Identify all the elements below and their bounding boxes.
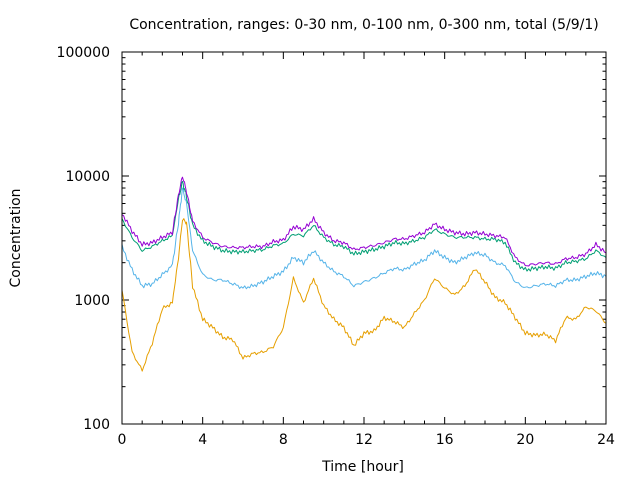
- y-tick-label: 100000: [57, 45, 110, 61]
- x-axis-label: Time [hour]: [321, 459, 404, 475]
- x-tick-label: 4: [198, 432, 207, 448]
- x-tick-label: 12: [355, 432, 373, 448]
- y-tick-label: 10000: [65, 169, 110, 185]
- axes: 0 4 8 12 16 20 24 100 1000 10000 100000: [57, 45, 615, 448]
- x-tick-label: 24: [597, 432, 615, 448]
- chart-title: Concentration, ranges: 0-30 nm, 0-100 nm…: [129, 17, 598, 33]
- series-line-3: [121, 180, 607, 272]
- y-tick-label: 100: [83, 417, 110, 433]
- y-tick-label: 1000: [74, 293, 110, 309]
- x-tick-label: 8: [279, 432, 288, 448]
- x-tick-label: 16: [436, 432, 454, 448]
- series-layer: [121, 176, 607, 372]
- x-tick-label: 20: [516, 432, 534, 448]
- x-tick-label: 0: [118, 432, 127, 448]
- plot-frame: [121, 51, 607, 425]
- series-line-2: [121, 187, 607, 290]
- series-line-4: [121, 176, 607, 267]
- series-line-1: [121, 218, 607, 372]
- y-axis-label: Concentration: [8, 188, 24, 287]
